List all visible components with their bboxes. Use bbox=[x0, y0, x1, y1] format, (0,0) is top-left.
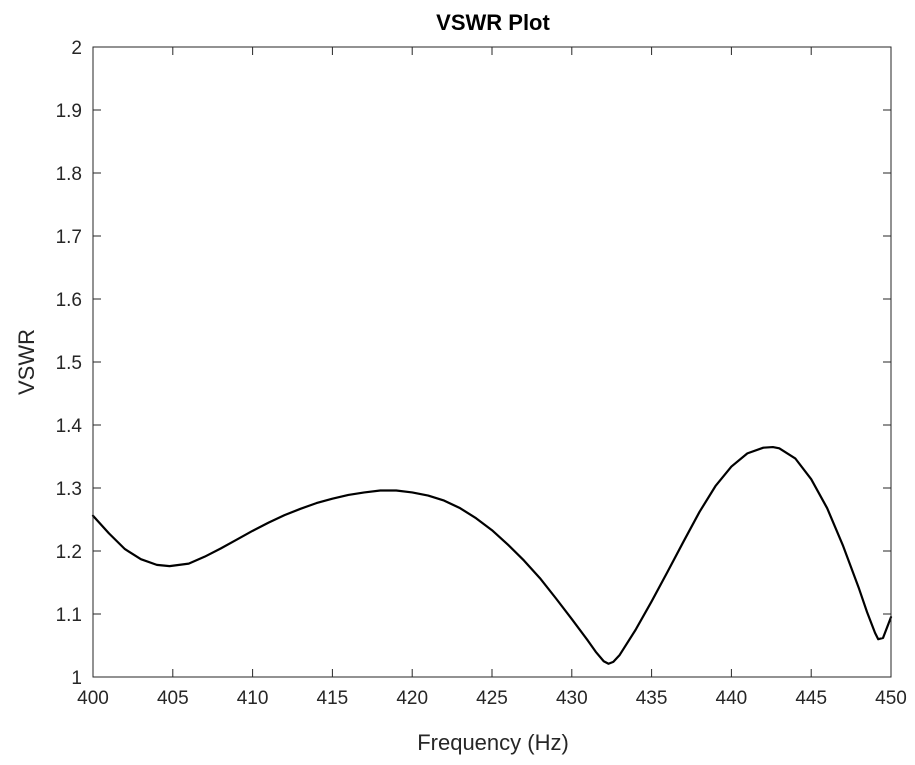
y-tick-label: 1.2 bbox=[56, 542, 82, 563]
y-tick-label: 1.5 bbox=[56, 353, 82, 374]
x-tick-label: 405 bbox=[157, 688, 189, 709]
x-tick-label: 440 bbox=[716, 688, 748, 709]
plot-area bbox=[93, 47, 891, 677]
x-tick-label: 400 bbox=[77, 688, 109, 709]
x-tick-label: 425 bbox=[476, 688, 508, 709]
x-tick-label: 450 bbox=[875, 688, 907, 709]
y-tick-label: 1.8 bbox=[56, 164, 82, 185]
y-tick-label: 1.9 bbox=[56, 101, 82, 122]
x-tick-label: 415 bbox=[317, 688, 349, 709]
y-tick-label: 1.6 bbox=[56, 290, 82, 311]
x-tick-label: 410 bbox=[237, 688, 269, 709]
y-tick-label: 1 bbox=[71, 668, 82, 689]
chart-title: VSWR Plot bbox=[436, 10, 550, 35]
y-tick-label: 1.4 bbox=[56, 416, 83, 437]
x-tick-label: 420 bbox=[396, 688, 428, 709]
x-axis-title: Frequency (Hz) bbox=[417, 730, 569, 755]
x-tick-label: 435 bbox=[636, 688, 668, 709]
y-tick-label: 1.1 bbox=[56, 605, 82, 626]
y-tick-label: 1.7 bbox=[56, 227, 82, 248]
y-tick-label: 2 bbox=[71, 38, 82, 59]
x-tick-label: 430 bbox=[556, 688, 588, 709]
y-tick-label: 1.3 bbox=[56, 479, 82, 500]
y-axis-title: VSWR bbox=[14, 329, 39, 395]
series-line-0 bbox=[91, 445, 893, 665]
x-tick-label: 445 bbox=[795, 688, 827, 709]
